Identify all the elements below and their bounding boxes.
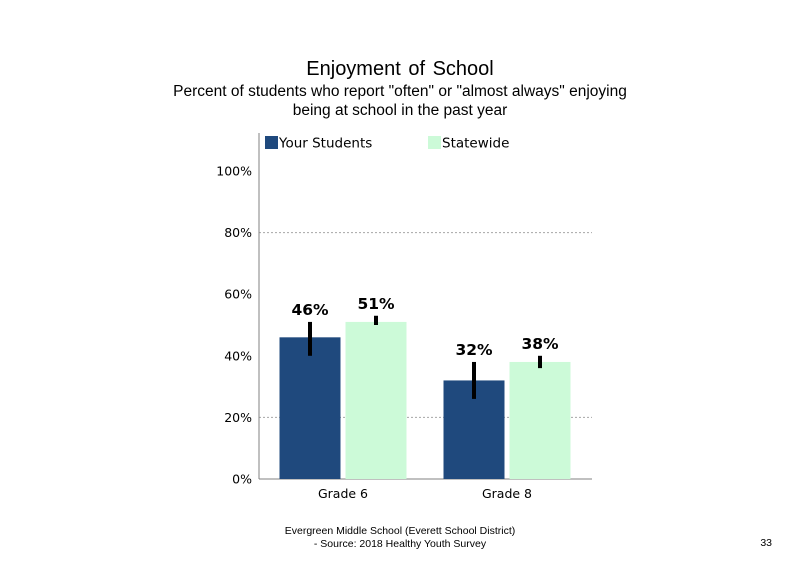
data-label: 46% (291, 301, 329, 319)
legend-swatch (428, 136, 441, 149)
legend-label: Your Students (278, 136, 372, 152)
y-tick-label: 20% (224, 410, 252, 425)
x-tick-label: Grade 6 (318, 486, 368, 501)
data-label: 51% (357, 295, 395, 313)
chart-title: Enjoyment of School (306, 58, 494, 80)
y-tick-label: 100% (216, 164, 252, 179)
y-tick-label: 40% (224, 348, 252, 363)
y-tick-label: 0% (232, 472, 252, 487)
page-number: 33 (760, 537, 772, 549)
y-tick-label: 80% (224, 225, 252, 240)
legend-swatch (265, 136, 278, 149)
chart-subtitle: Percent of students who report "often" o… (173, 83, 627, 119)
legend-label: Statewide (442, 136, 509, 152)
bar (279, 337, 341, 479)
data-label: 38% (521, 335, 559, 353)
data-label: 32% (455, 341, 493, 359)
bar (345, 321, 407, 479)
y-tick-label: 60% (224, 287, 252, 302)
bar (509, 361, 571, 479)
source-footer: Evergreen Middle School (Everett School … (284, 525, 516, 550)
x-tick-label: Grade 8 (482, 486, 532, 501)
